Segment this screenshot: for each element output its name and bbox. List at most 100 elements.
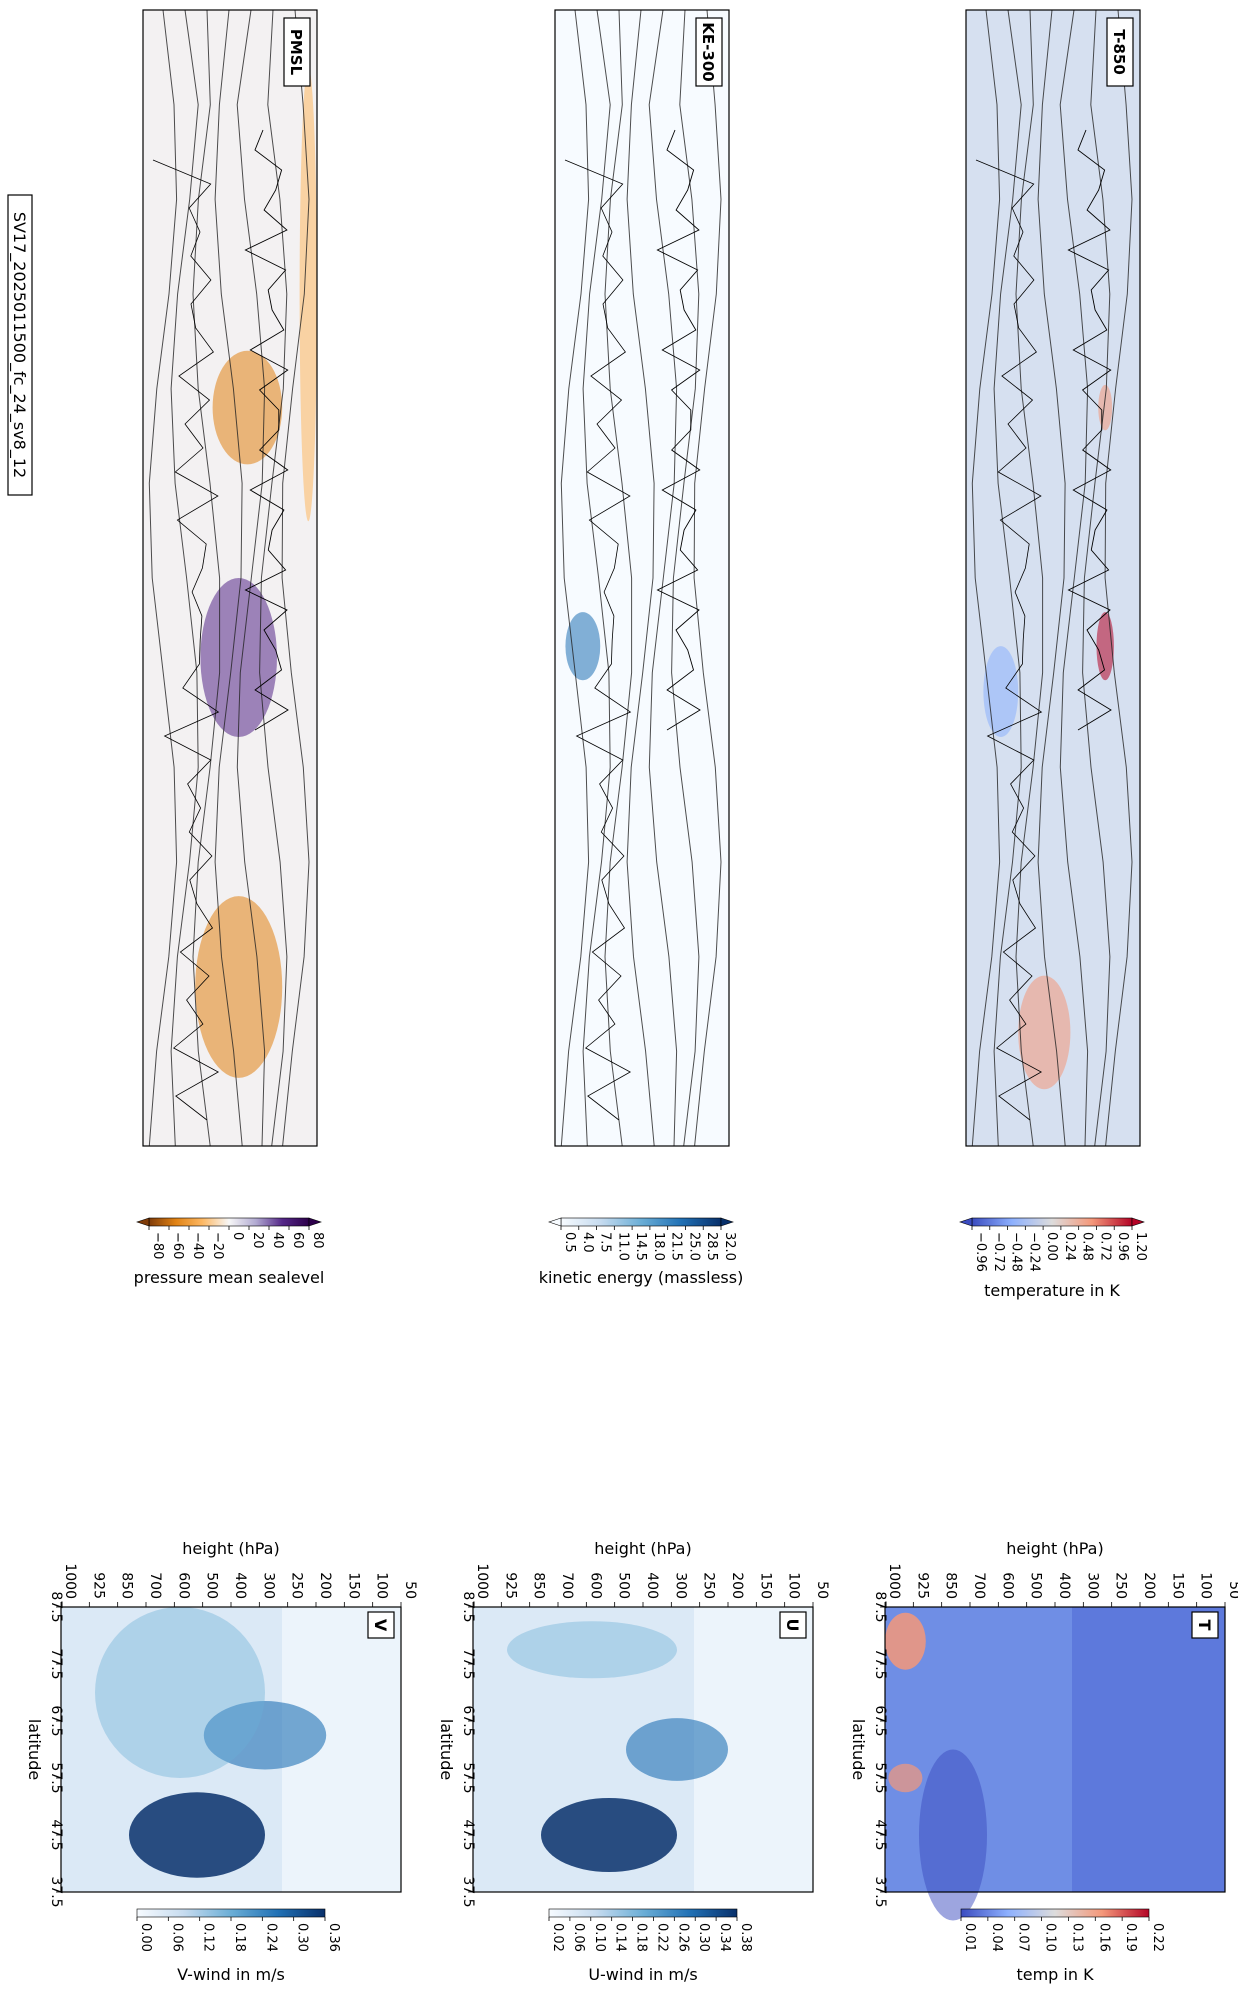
map-panel-label: T-850 xyxy=(1110,29,1128,75)
colorbar-tick-label: 0.30 xyxy=(696,1923,711,1952)
height-tick-label: 250 xyxy=(1113,1572,1129,1599)
colorbar-extend-high xyxy=(308,1217,322,1227)
height-tick-label: 850 xyxy=(531,1572,547,1599)
cross-section-anomaly xyxy=(129,1792,265,1878)
height-tick-label: 300 xyxy=(672,1572,688,1599)
height-tick-label: 850 xyxy=(119,1572,135,1599)
height-tick-label: 100 xyxy=(374,1572,390,1599)
colorbar-tick-label: 0.10 xyxy=(1043,1923,1058,1952)
colorbar-tick-label: 28.5 xyxy=(704,1232,719,1261)
colorbar-tick-label: 0.18 xyxy=(232,1923,247,1952)
colorbar-tick-label: 7.5 xyxy=(598,1232,613,1253)
latitude-tick-label: 37.5 xyxy=(48,1876,64,1907)
map-contour-line xyxy=(971,9,1001,1147)
colorbar-tick-label: −0.72 xyxy=(991,1232,1006,1272)
height-tick-label: 250 xyxy=(289,1572,305,1599)
cross-section-anomaly xyxy=(919,1749,987,1921)
colorbar-tick-label: 0.12 xyxy=(201,1923,216,1952)
map-anomaly-region xyxy=(565,612,601,681)
colorbar-tick-label: 0 xyxy=(230,1232,245,1240)
colorbar-strip xyxy=(971,1217,1133,1227)
height-tick-label: 600 xyxy=(999,1572,1015,1599)
colorbar-tick-label: 0.24 xyxy=(263,1923,278,1952)
colorbar-ke-300: 0.5 4.0 7.5 11.0 14.5 18.0 21.5 25.0 28.5 32.0 kin… xyxy=(539,1217,743,1287)
colorbar-tick-label: 60 xyxy=(290,1232,305,1249)
latitude-tick-label: 37.5 xyxy=(872,1876,888,1907)
map-panel-t-850: T-850 xyxy=(965,9,1141,1147)
colorbar-tick-label: 18.0 xyxy=(651,1232,666,1261)
colorbar-tick-label: 21.5 xyxy=(669,1232,684,1261)
colorbar-extend-high xyxy=(720,1217,734,1227)
colorbar-tick-label: 11.0 xyxy=(615,1232,630,1261)
height-tick-label: 400 xyxy=(232,1572,248,1599)
colorbar-tick-label: 0.13 xyxy=(1069,1923,1084,1952)
cross-section-v: 1000 925 850 700 600 500 400 300 250 200 150 100 50 h… xyxy=(25,1539,418,1984)
latitude-tick-label: 57.5 xyxy=(872,1762,888,1793)
map-contour-line xyxy=(148,9,178,1147)
height-tick-label: 925 xyxy=(914,1572,930,1599)
colorbar-v: 0.00 0.06 0.12 0.18 0.24 0.30 0.36 V-wind in m/… xyxy=(136,1908,341,1984)
colorbar-tick-label: −0.24 xyxy=(1026,1232,1041,1272)
colorbar-tick-label: 0.72 xyxy=(1097,1232,1112,1261)
latitude-tick-label: 47.5 xyxy=(872,1819,888,1850)
map-contour-line xyxy=(693,9,722,1147)
height-tick-label: 200 xyxy=(317,1572,333,1599)
map-panel-label-box: KE-300 xyxy=(695,17,723,87)
colorbar-label: U-wind in m/s xyxy=(588,1965,697,1984)
map-background xyxy=(966,10,1140,1146)
height-tick-label: 300 xyxy=(260,1572,276,1599)
colorbar-strip xyxy=(960,1908,1150,1918)
colorbar-tick-label: 0.30 xyxy=(295,1923,310,1952)
map-panel-label-box: T-850 xyxy=(1106,17,1134,87)
colorbar-extend-high xyxy=(1131,1217,1145,1227)
latitude-tick-label: 57.5 xyxy=(460,1762,476,1793)
figure-title: SV17_2025011500_fc_24_sv8_12 xyxy=(9,212,29,478)
latitude-tick-label: 67.5 xyxy=(872,1705,888,1736)
height-tick-label: 300 xyxy=(1084,1572,1100,1599)
latitude-tick-label: 77.5 xyxy=(48,1648,64,1679)
cross-section-label: V xyxy=(371,1619,390,1632)
cross-section-region xyxy=(1072,1607,1225,1892)
colorbar-tick-label: 14.5 xyxy=(633,1232,648,1261)
figure-title-box: SV17_2025011500_fc_24_sv8_12 xyxy=(7,194,33,496)
cross-section-label: U xyxy=(783,1619,802,1632)
latitude-tick-label: 87.5 xyxy=(460,1591,476,1622)
colorbar-tick-label: 0.96 xyxy=(1115,1232,1130,1261)
height-tick-label: 500 xyxy=(1028,1572,1044,1599)
colorbar-tick-label: 0.06 xyxy=(571,1923,586,1952)
map-panel-ke-300: KE-300 xyxy=(554,9,730,1147)
map-contour-line xyxy=(648,9,678,1147)
map-contour-line xyxy=(259,9,288,1147)
latitude-tick-label: 77.5 xyxy=(460,1648,476,1679)
height-tick-label: 850 xyxy=(943,1572,959,1599)
colorbar-tick-label: 40 xyxy=(270,1232,285,1249)
cross-section-anomaly xyxy=(885,1612,926,1670)
latitude-tick-label: 47.5 xyxy=(460,1819,476,1850)
colorbar-tick-label: 0.00 xyxy=(138,1923,153,1952)
height-tick-label: 50 xyxy=(402,1581,418,1599)
colorbar-extend-low xyxy=(548,1217,562,1227)
map-contour-line xyxy=(1037,9,1066,1147)
colorbar-extend-low xyxy=(136,1217,150,1227)
colorbar-tick-label: −0.96 xyxy=(973,1232,988,1272)
colorbar-tick-label: 0.24 xyxy=(1062,1232,1077,1261)
latitude-tick-label: 57.5 xyxy=(48,1762,64,1793)
map-coastline xyxy=(244,129,289,731)
height-tick-label: 200 xyxy=(1141,1572,1157,1599)
colorbar-tick-label: 0.34 xyxy=(717,1923,732,1952)
colorbar-tick-label: 0.38 xyxy=(738,1923,753,1952)
colorbar-tick-label: −20 xyxy=(210,1232,225,1259)
map-contour-line xyxy=(170,9,199,1147)
colorbar-tick-label: 0.02 xyxy=(550,1923,565,1952)
colorbar-tick-label: −40 xyxy=(190,1232,205,1259)
height-tick-label: 150 xyxy=(345,1572,361,1599)
latitude-tick-label: 67.5 xyxy=(48,1705,64,1736)
map-anomaly-region xyxy=(983,646,1019,738)
colorbar-tick-label: −0.48 xyxy=(1009,1232,1024,1272)
colorbar-tick-label: 0.18 xyxy=(634,1923,649,1952)
height-axis-label: height (hPa) xyxy=(182,1539,279,1558)
colorbar-tick-label: 25.0 xyxy=(686,1232,701,1261)
map-contour-line xyxy=(236,9,266,1147)
height-tick-label: 600 xyxy=(587,1572,603,1599)
height-tick-label: 925 xyxy=(90,1572,106,1599)
